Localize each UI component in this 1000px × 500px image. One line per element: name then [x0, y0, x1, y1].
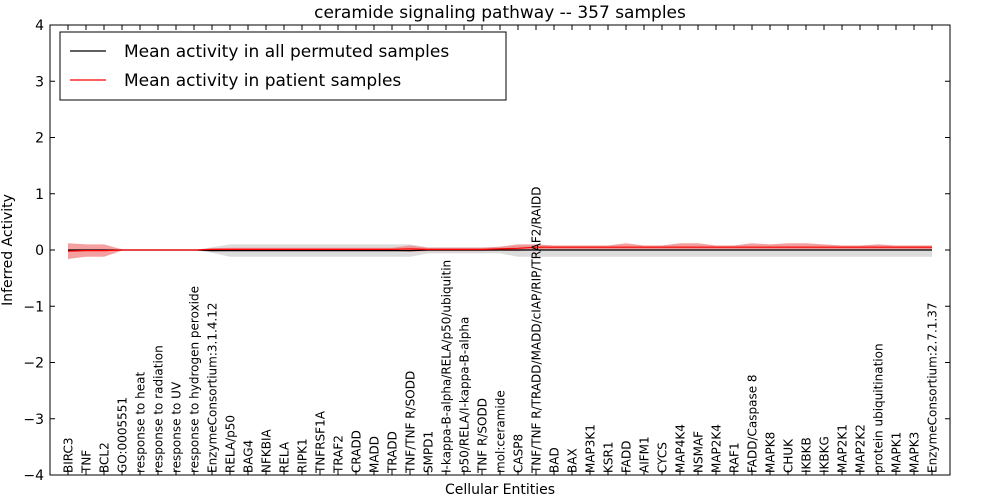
legend-label-patient: Mean activity in patient samples: [124, 71, 401, 91]
category-label: I-kappa-B-alpha/RELA/p50/ubiquitin: [440, 260, 454, 473]
category-label: EnzymeConsortium:2.7.1.37: [926, 302, 940, 473]
category-label: CYCS: [656, 442, 670, 473]
category-label: response to hydrogen peroxide: [188, 286, 202, 473]
category-label: SMPD1: [422, 431, 436, 473]
y-tick-label: −1: [23, 299, 44, 315]
category-label: CHUK: [782, 438, 796, 473]
category-label: KSR1: [602, 442, 616, 473]
category-label: AIFM1: [638, 436, 652, 473]
confidence-bands: [68, 243, 932, 259]
category-label: mol:ceramide: [494, 390, 508, 473]
y-tick-label: 2: [35, 131, 44, 147]
category-label: RIPK1: [296, 438, 310, 473]
category-label: BAG4: [242, 440, 256, 473]
y-axis-ticks: −4 −3 −2 −1 0 1 2 3 4: [23, 18, 950, 484]
category-label: RAF1: [728, 442, 742, 473]
category-label: MAP2K1: [836, 424, 850, 473]
category-label: EnzymeConsortium:3.1.4.12: [206, 302, 220, 473]
y-tick-label: −4: [23, 468, 44, 484]
category-label: TRAF2: [332, 435, 346, 474]
category-label: TNF: [80, 450, 94, 474]
y-tick-label: −2: [23, 356, 44, 372]
category-label: CASP8: [512, 434, 526, 473]
category-label: GO:0005551: [116, 397, 130, 473]
legend-label-permuted: Mean activity in all permuted samples: [124, 42, 449, 62]
category-label: response to UV: [170, 381, 184, 473]
category-label: TNF R/SODD: [476, 398, 490, 474]
category-label: protein ubiquitination: [872, 343, 886, 473]
plot-frame: [49, 24, 951, 476]
category-label: MAP2K2: [854, 424, 868, 473]
category-label: NSMAF: [692, 431, 706, 473]
x-axis-title: Cellular Entities: [445, 482, 555, 498]
y-axis-title: Inferred Activity: [0, 194, 16, 306]
category-label: MAP4K4: [674, 424, 688, 473]
y-tick-label: 0: [35, 243, 44, 259]
category-label: RELA/p50: [224, 415, 238, 473]
series-line-patient: [67, 246, 932, 252]
category-label: IKBKB: [800, 437, 814, 473]
category-label: BIRC3: [62, 437, 76, 473]
category-label: MAP3K1: [584, 424, 598, 473]
category-label: MAPK3: [908, 432, 922, 473]
y-tick-label: 3: [35, 74, 44, 90]
category-label: MADD: [368, 436, 382, 473]
category-label: TRADD: [386, 431, 400, 474]
y-tick-label: 1: [35, 187, 44, 203]
category-label: TNFRSF1A: [314, 410, 328, 474]
category-label: TNF/TNF R/TRADD/MADD/cIAP/RIP/TRAF2/RAID…: [530, 187, 544, 475]
category-label: TNF/TNF R/SODD: [404, 371, 418, 474]
category-label: RELA: [278, 441, 292, 473]
series-line-permuted: [68, 249, 932, 252]
category-label: p50/RELA/I-kappa-B-alpha: [458, 317, 472, 473]
category-label: response to heat: [134, 371, 148, 473]
category-label: CRADD: [350, 430, 364, 473]
category-label: BCL2: [98, 442, 112, 473]
category-label: response to radiation: [152, 345, 166, 473]
category-label: NFKBIA: [260, 428, 274, 473]
category-label: MAP2K4: [710, 424, 724, 473]
category-label: FADD: [620, 441, 634, 474]
legend: Mean activity in all permuted samples Me…: [59, 31, 507, 101]
category-label: MAPK8: [764, 432, 778, 473]
chart-title: ceramide signaling pathway -- 357 sample…: [314, 3, 686, 23]
y-tick-label: −3: [23, 412, 44, 428]
category-label: BAD: [548, 447, 562, 473]
category-label: FADD/Caspase 8: [746, 374, 760, 473]
category-label: IKBKG: [818, 436, 832, 473]
category-label: BAX: [566, 448, 580, 473]
y-tick-label: 4: [35, 18, 44, 34]
series-lines: [67, 246, 932, 252]
category-label: MAPK1: [890, 432, 904, 473]
legend-box: [59, 31, 507, 101]
category-labels: BIRC3 TNF BCL2 GO:0005551 response to heat re…: [62, 25, 940, 475]
